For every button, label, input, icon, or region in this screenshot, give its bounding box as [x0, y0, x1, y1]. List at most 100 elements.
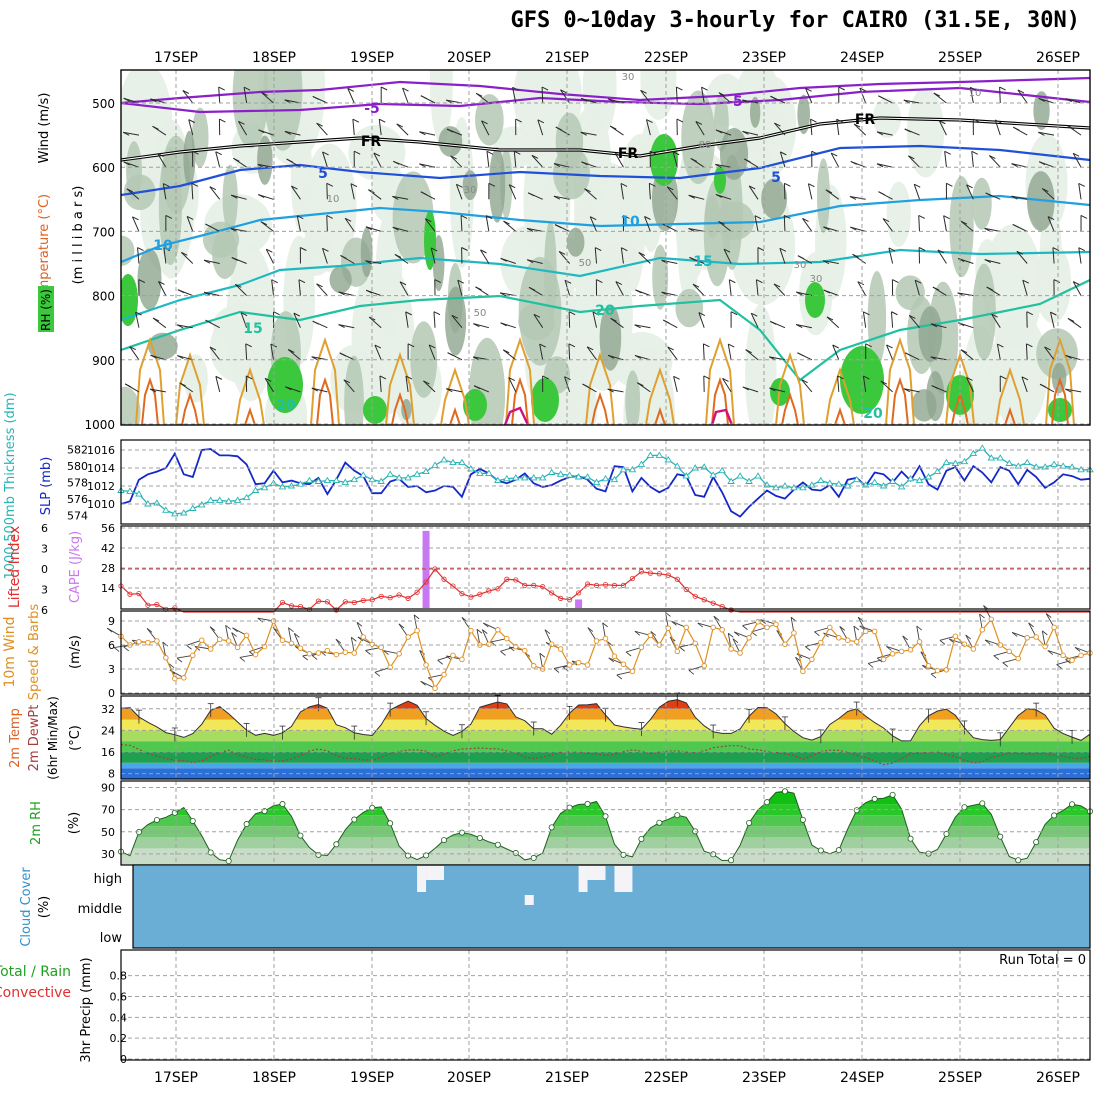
lifted-index-point — [423, 579, 429, 585]
wind-barb-flag — [266, 248, 273, 253]
wind-speed-point — [764, 624, 770, 631]
y-tick-label-slp: 1014 — [87, 462, 115, 475]
wind-speed-point — [450, 652, 456, 659]
wind-barb — [774, 122, 786, 136]
wind-barb — [607, 98, 624, 104]
lifted-index-point — [342, 599, 348, 605]
wind-barb-flag — [1078, 247, 1086, 252]
wind-barb-flag — [186, 215, 194, 220]
lifted-index-point — [683, 586, 689, 593]
wind-barb-flag — [393, 160, 400, 165]
wind-barb-flag — [344, 217, 352, 222]
wind-barb-flag — [284, 99, 291, 104]
wind-barb — [692, 283, 705, 296]
isotherm-25-loop — [585, 351, 615, 425]
thickness-point — [260, 483, 269, 491]
wind-barb — [1049, 312, 1055, 328]
isotherm-30-loop — [511, 376, 529, 425]
wind-barb-flag — [823, 226, 830, 231]
wind-barb-flag — [970, 86, 977, 91]
wind-barb — [701, 87, 705, 104]
wind-speed-point — [665, 625, 672, 631]
wind-barb-10m-flag — [602, 622, 608, 628]
y-tick-label-precip: 0.6 — [110, 990, 128, 1003]
wind-barb-flag — [340, 255, 347, 259]
wind-barb-flag — [984, 259, 991, 264]
wind-barb-flag — [676, 118, 684, 123]
wind-barb-flag — [287, 349, 295, 353]
thickness-point — [224, 497, 233, 504]
wind-barb-flag — [876, 163, 884, 168]
isotherm-25-loop — [995, 366, 1025, 425]
rh-shade-mid — [232, 70, 269, 149]
wind-barb-flag — [971, 150, 979, 155]
lifted-index-point — [360, 597, 366, 604]
wind-barb-flag — [649, 150, 657, 155]
wind-barb — [126, 188, 140, 200]
wind-barb-10m-flag — [713, 615, 720, 621]
thickness-point — [1059, 462, 1067, 469]
wind-barb-flag — [808, 183, 815, 188]
wind-barb-10m-flag — [876, 657, 883, 663]
wind-speed-point — [405, 634, 411, 640]
wind-barb-10m-flag — [553, 668, 560, 673]
wind-barb — [984, 259, 1001, 264]
wind-barb-flag — [129, 346, 137, 351]
wind-barb-flag — [365, 260, 372, 265]
wind-barb-flag — [635, 289, 642, 294]
wind-barb — [512, 87, 517, 104]
wind-barb — [876, 131, 893, 136]
wind-barb-flag — [581, 161, 588, 166]
isotherm-30-loop — [891, 376, 909, 425]
rh-shade-dark — [137, 248, 162, 310]
rh-point — [153, 816, 160, 823]
wind-barb-flag — [150, 354, 157, 359]
isotherm-minus-5 — [121, 86, 1090, 114]
y-tick-label-precip: 0 — [120, 1053, 127, 1066]
wind-barb — [638, 252, 651, 264]
wind-speed-point — [827, 624, 833, 631]
wind-barb — [1078, 183, 1082, 200]
wind-barb — [405, 311, 409, 328]
wind-barb — [859, 87, 867, 104]
wind-barb-flag — [850, 226, 857, 231]
wind-barb-flag — [621, 247, 628, 252]
wind-barb-flag — [419, 131, 426, 136]
thickness-point — [817, 476, 825, 484]
wind-barb — [284, 130, 301, 136]
y-tick-label-thickness: 574 — [67, 510, 88, 523]
wind-barb-flag — [607, 354, 615, 359]
temperature-band — [121, 730, 1090, 742]
rh-shade-mid — [1036, 328, 1078, 379]
wind-barb — [1016, 250, 1028, 264]
thickness-point — [538, 474, 547, 481]
lifted-index-point — [459, 590, 465, 597]
wind-barb-flag — [258, 194, 265, 199]
thickness-point — [637, 460, 646, 467]
wind-barb-flag — [903, 388, 911, 393]
rh-point — [279, 801, 286, 808]
wind-barb — [645, 119, 651, 136]
rh-shade-light — [183, 354, 208, 403]
wind-barb-flag — [661, 259, 668, 264]
grid-lines — [121, 70, 1090, 1060]
wind-barb-10m-flag — [123, 646, 130, 652]
wind-barb-flag — [316, 122, 323, 127]
wind-speed-point — [225, 638, 232, 644]
wind-barb-flag — [243, 86, 251, 91]
wind-barb — [796, 291, 812, 297]
wind-barb-10m-flag — [688, 669, 695, 675]
wind-barb-10m-flag — [500, 651, 506, 656]
x-tick-label-top: 21SEP — [545, 50, 589, 66]
wind-speed-point — [629, 668, 636, 675]
wind-barb-flag — [182, 90, 190, 94]
isotherm-25-loop — [645, 366, 675, 425]
wind-barb — [284, 99, 301, 104]
y-tick-label-rh: 30 — [101, 848, 115, 861]
wind-speed-point — [683, 624, 690, 631]
wind-barb-flag — [542, 375, 549, 380]
isotherm-30-loop — [832, 406, 848, 425]
thickness-point — [386, 470, 394, 477]
y-label-10m-wind: 10m Wind — [2, 616, 18, 687]
